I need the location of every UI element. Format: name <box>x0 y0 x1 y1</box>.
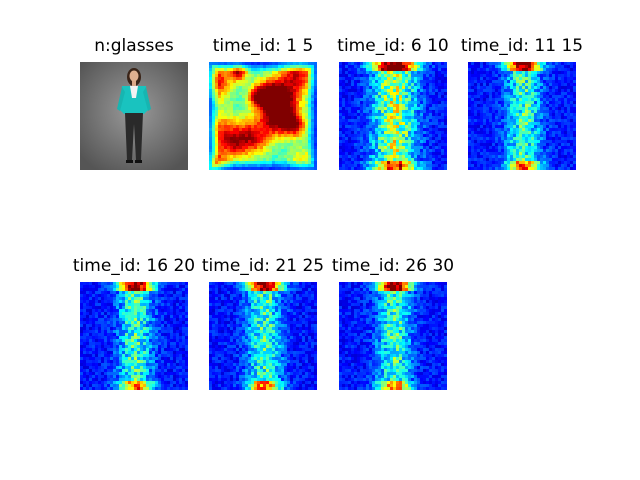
person-photo <box>80 62 188 170</box>
heatmap-time-6-10 <box>339 62 447 170</box>
heatmap-time-21-25 <box>209 282 317 390</box>
panel-title-glasses: n:glasses <box>94 36 174 56</box>
heatmap-time-16-20-canvas <box>80 282 188 390</box>
heatmap-time-11-15-canvas <box>468 62 576 170</box>
heatmap-time-16-20 <box>80 282 188 390</box>
panel-title-time-21-25: time_id: 21 25 <box>201 256 325 276</box>
heatmap-time-26-30-canvas <box>339 282 447 390</box>
panel-title-time-6-10: time_id: 6 10 <box>337 36 449 56</box>
panel-title-time-16-20: time_id: 16 20 <box>72 256 196 276</box>
photo-woman-panel <box>80 62 188 170</box>
heatmap-time-1-5 <box>209 62 317 170</box>
heatmap-time-26-30 <box>339 282 447 390</box>
panel-title-time-1-5: time_id: 1 5 <box>212 36 314 56</box>
heatmap-time-6-10-canvas <box>339 62 447 170</box>
heatmap-time-1-5-canvas <box>209 62 317 170</box>
heatmap-time-21-25-canvas <box>209 282 317 390</box>
panel-title-time-11-15: time_id: 11 15 <box>460 36 584 56</box>
panel-title-time-26-30: time_id: 26 30 <box>331 256 455 276</box>
heatmap-time-11-15 <box>468 62 576 170</box>
